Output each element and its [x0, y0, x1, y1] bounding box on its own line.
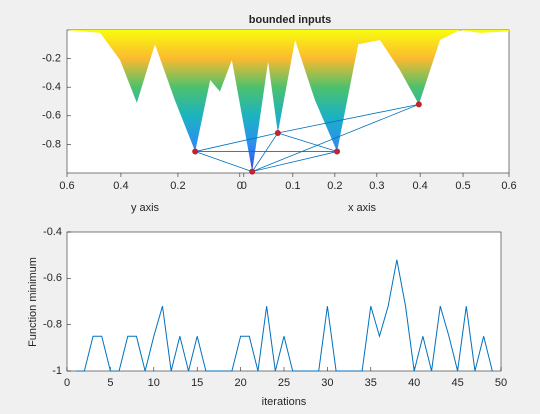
x-tick-label: 30: [321, 377, 333, 389]
x-tick-label: 0.2: [170, 180, 185, 192]
x-tick-label: 0.6: [59, 180, 74, 192]
chart-title: bounded inputs: [249, 14, 331, 26]
x-tick-label: 0: [64, 377, 70, 389]
x-axis-label: iterations: [262, 396, 307, 408]
line: [75, 259, 493, 372]
point: [249, 168, 256, 175]
x-tick-label: 25: [278, 377, 290, 389]
edge: [195, 132, 278, 152]
edge: [252, 151, 338, 172]
surface: [67, 30, 509, 172]
x-tick-label: 0.6: [501, 180, 516, 192]
y-tick-label: -0.6: [42, 110, 61, 122]
x-tick-label: 0.3: [369, 180, 384, 192]
edge: [277, 132, 338, 152]
x-tick-label: 0.2: [327, 180, 342, 192]
y-tick-label: -0.8: [42, 138, 61, 150]
edge: [277, 103, 419, 134]
bottom-axes: [66, 231, 502, 372]
point: [274, 129, 281, 136]
y-tick-label: -0.4: [42, 81, 61, 93]
x-tick-label: 0.1: [285, 180, 300, 192]
x-tick-label: 35: [365, 377, 377, 389]
x-tick-label: 45: [451, 377, 463, 389]
x-tick-label: 5: [107, 377, 113, 389]
x-tick-label: 50: [495, 377, 507, 389]
point: [415, 101, 422, 108]
edge: [251, 132, 279, 172]
y-tick-label: -0.2: [42, 53, 61, 65]
x-tick-label: 0: [237, 180, 243, 192]
x-axis-label: x axis: [348, 202, 377, 214]
point: [334, 148, 341, 155]
y-tick-label: -1: [52, 365, 62, 377]
y-axis-label: y axis: [131, 202, 160, 214]
x-tick-label: 15: [191, 377, 203, 389]
point: [192, 148, 199, 155]
x-tick-label: 0.4: [413, 180, 428, 192]
y-axis-label: Function minimum: [27, 257, 39, 347]
edge: [252, 103, 419, 172]
x-tick-label: 10: [148, 377, 160, 389]
x-tick-label: 0: [241, 180, 247, 192]
x-tick-label: 20: [234, 377, 246, 389]
edge: [195, 151, 253, 172]
y-tick-label: -0.4: [43, 226, 62, 238]
y-tick-label: -0.8: [43, 319, 62, 331]
x-tick-label: 40: [408, 377, 420, 389]
x-tick-label: 0.5: [455, 180, 470, 192]
y-tick-label: -0.6: [43, 272, 62, 284]
x-tick-label: 0.4: [113, 180, 128, 192]
